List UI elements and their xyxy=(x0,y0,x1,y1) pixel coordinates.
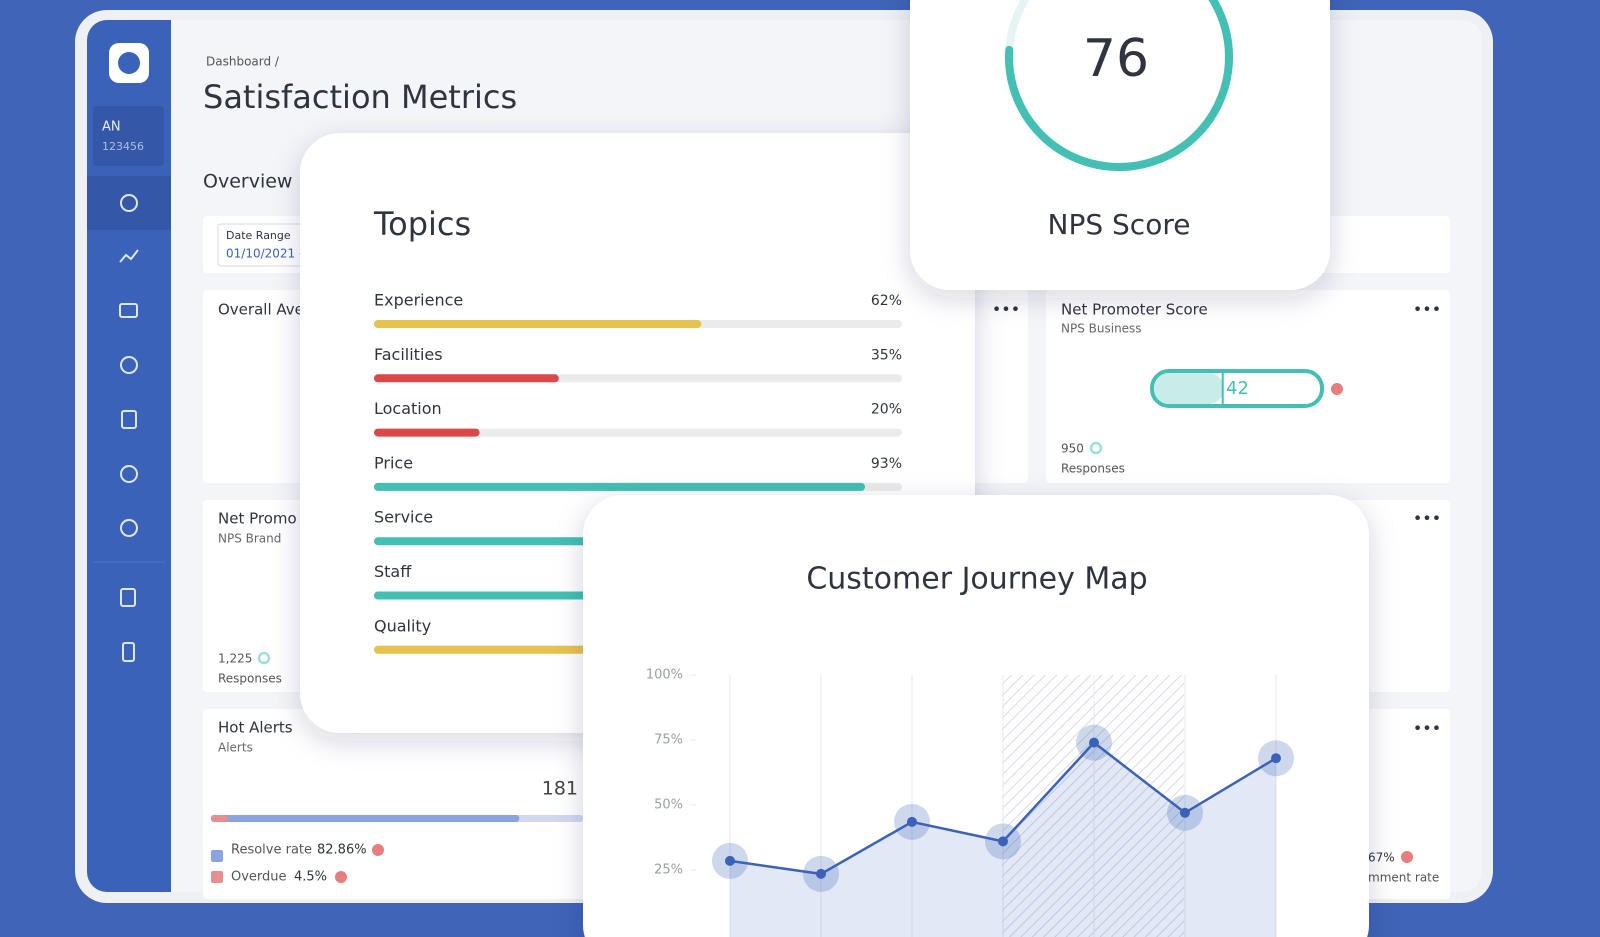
response-label: Responses xyxy=(1061,462,1125,476)
user-initials: AN xyxy=(102,120,121,135)
menu-dots[interactable]: ••• xyxy=(1413,300,1441,319)
menu-dots[interactable]: ••• xyxy=(1413,509,1441,528)
topic-name: Quality xyxy=(374,616,431,635)
topic-value: 20% xyxy=(871,402,902,418)
trend-icon xyxy=(335,871,347,883)
nav-icon[interactable] xyxy=(120,588,136,607)
menus: ••• ••• ••• ••• xyxy=(992,300,1441,738)
topic-name: Price xyxy=(374,453,413,472)
gauge-arc xyxy=(1005,0,1233,171)
topic-bar xyxy=(374,428,480,437)
date-range-value: 01/10/2021 - xyxy=(226,247,303,261)
legend-value: 4.5% xyxy=(294,870,327,885)
topic-value: 62% xyxy=(871,293,902,309)
legend-swatch xyxy=(211,850,223,862)
card-title: Net Promo xyxy=(218,510,297,528)
nav-icon[interactable] xyxy=(122,642,135,662)
date-range-label: Date Range xyxy=(226,229,291,242)
card-title: Hot Alerts xyxy=(218,719,293,737)
legend-label: Overdue xyxy=(231,870,287,885)
area xyxy=(730,742,1276,937)
legend-label: Resolve rate xyxy=(231,843,312,858)
point xyxy=(816,868,826,879)
comment-value: 67% xyxy=(1368,851,1395,865)
resolve-bar xyxy=(211,815,520,822)
nps-pill-fill xyxy=(1154,373,1224,404)
y-tick-label: 50% xyxy=(654,798,683,813)
nav-icon[interactable] xyxy=(120,356,138,374)
overdue-bar xyxy=(211,815,228,822)
topic-track xyxy=(374,428,902,437)
topic-bar xyxy=(374,482,866,491)
menu-dots[interactable]: ••• xyxy=(992,300,1020,319)
response-count: 950 xyxy=(1061,442,1084,456)
user-box xyxy=(93,106,164,166)
nav-active[interactable] xyxy=(87,176,171,230)
topic-name: Service xyxy=(374,508,433,527)
nav-icon[interactable] xyxy=(119,249,139,263)
y-tick-label: 75% xyxy=(654,733,683,748)
nps-card: 76 NPS Score xyxy=(910,0,1330,290)
page-title: Satisfaction Metrics xyxy=(203,78,517,116)
y-tick-label: 100% xyxy=(646,668,683,683)
status-icon xyxy=(257,651,271,665)
nps-value: 76 xyxy=(1083,29,1149,89)
trend-icon xyxy=(1401,851,1413,863)
topic-value: 35% xyxy=(871,347,902,363)
user-id: 123456 xyxy=(102,140,144,153)
topic-value: 93% xyxy=(871,456,902,472)
topic-bar xyxy=(374,374,559,383)
card-title: Topics xyxy=(373,205,471,243)
point xyxy=(1180,807,1190,818)
section-title: Overview xyxy=(203,171,292,193)
breadcrumb[interactable]: Dashboard / xyxy=(206,55,280,69)
topic-bar xyxy=(374,320,702,328)
nav-icon[interactable] xyxy=(121,410,137,429)
point xyxy=(907,816,917,827)
nav-icon[interactable] xyxy=(119,303,138,318)
logo-mark xyxy=(118,52,140,74)
topic-name: Facilities xyxy=(374,345,443,364)
comment-label: mment rate xyxy=(1368,871,1439,885)
chart-title: Customer Journey Map xyxy=(806,562,1147,597)
nps-label: NPS Score xyxy=(1048,208,1191,241)
nav-icon[interactable] xyxy=(120,465,138,483)
highlight-band xyxy=(1002,675,1184,937)
topic-name: Location xyxy=(374,399,442,418)
menu-dots[interactable]: ••• xyxy=(1413,719,1441,738)
alerts-total: 181 xyxy=(542,778,578,800)
legend-swatch xyxy=(211,871,223,883)
trend-icon xyxy=(372,844,384,856)
status-icon xyxy=(1089,441,1103,455)
journey-card: Customer Journey Map 25% 50% 75% 100% xyxy=(583,495,1369,937)
card-subtitle: NPS Business xyxy=(1061,322,1142,336)
point xyxy=(998,836,1008,847)
nav-icons xyxy=(119,194,139,662)
y-tick-label: 25% xyxy=(654,863,683,878)
card-title: Net Promoter Score xyxy=(1061,301,1208,319)
nps-pill-edge xyxy=(1221,373,1224,404)
nav-icon[interactable] xyxy=(120,194,138,212)
topic-name: Experience xyxy=(374,291,463,310)
point xyxy=(1271,753,1281,764)
nav-icon[interactable] xyxy=(120,519,138,537)
response-count: 1,225 xyxy=(218,652,252,666)
card-subtitle: NPS Brand xyxy=(218,532,281,546)
card-subtitle: Alerts xyxy=(218,741,253,755)
nps-pill-value: 42 xyxy=(1226,378,1249,399)
card-title: Overall Ave xyxy=(218,301,304,319)
trend-icon xyxy=(1331,383,1343,395)
legend-value: 82.86% xyxy=(317,843,367,858)
topic-name: Staff xyxy=(374,562,412,581)
point xyxy=(725,855,735,866)
point xyxy=(1089,737,1099,748)
response-label: Responses xyxy=(218,672,282,686)
